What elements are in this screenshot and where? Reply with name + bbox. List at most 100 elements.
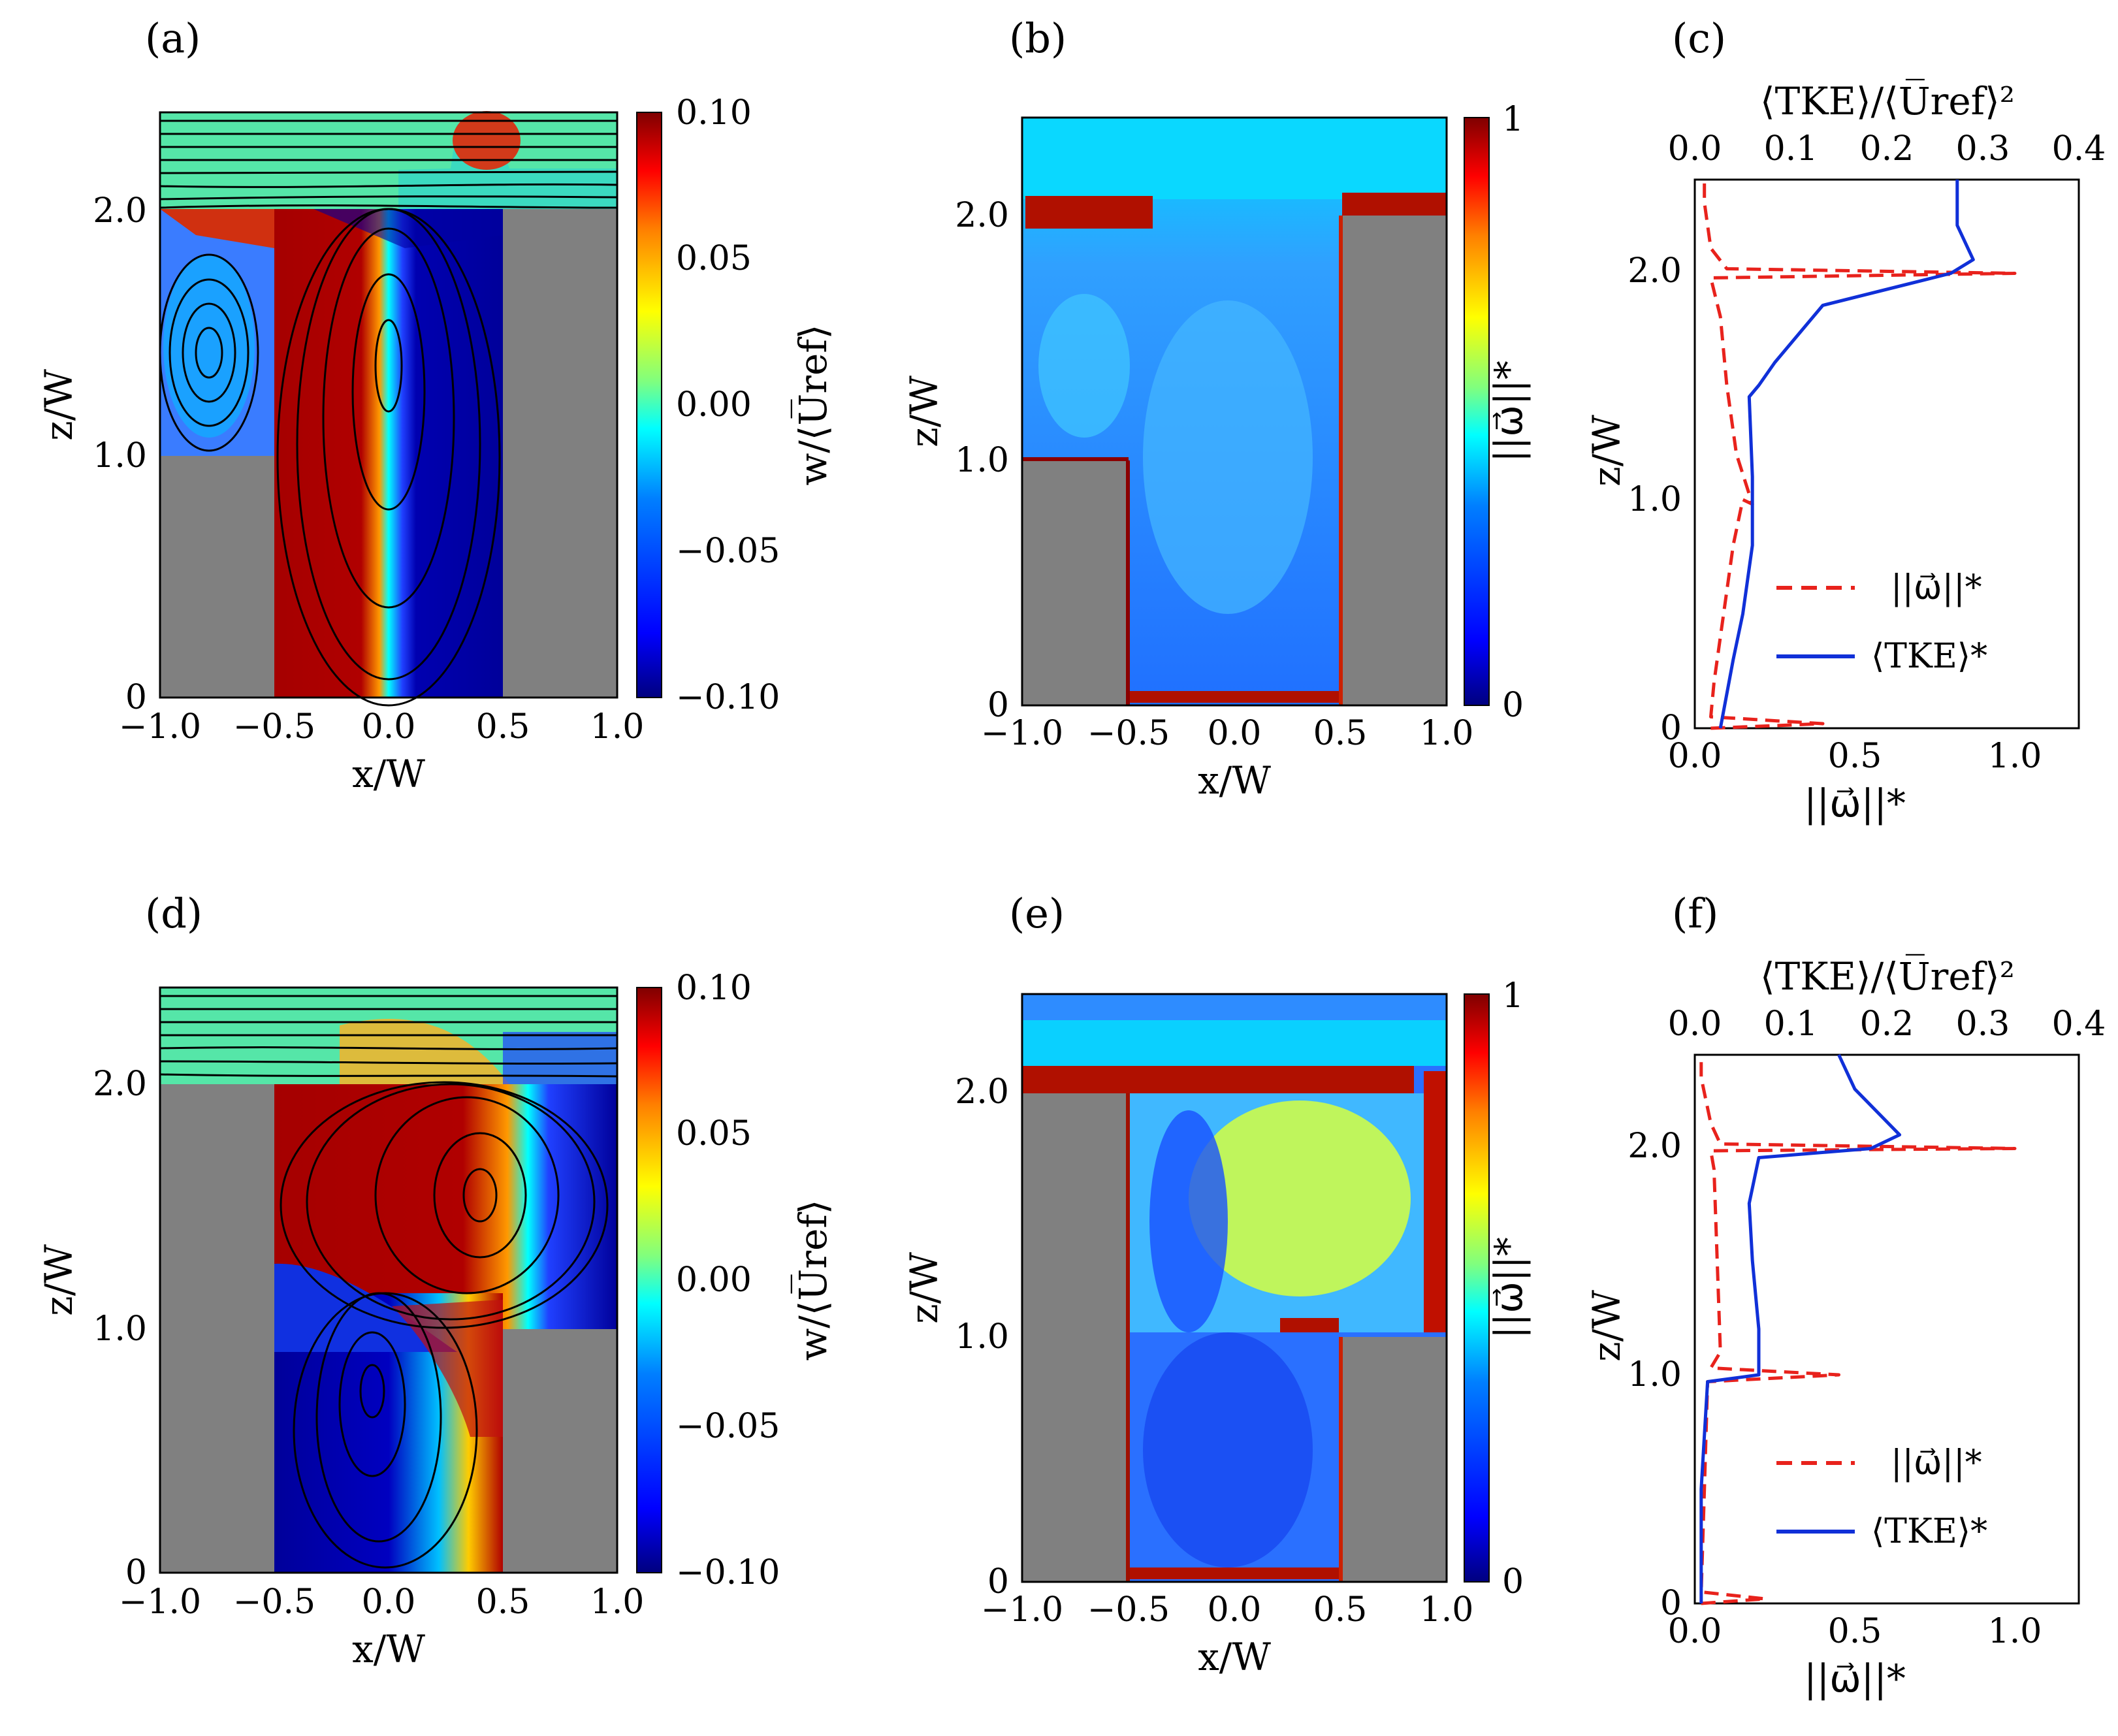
x-axis-label-d: x/W: [352, 1627, 425, 1671]
top-x-tick-label: 0.4: [2052, 1005, 2106, 1044]
top-x-ticks-f: 0.0 0.1 0.2 0.3 0.4: [1668, 1005, 2106, 1044]
y-tick-label: 0: [987, 1562, 1009, 1601]
top-x-tick-label: 0.4: [2052, 129, 2106, 169]
velocity-field-a: [160, 111, 617, 698]
panel-a: −1.0 −0.5 0.0 0.5 1.0 0 1.0 2.0 x/W z/W …: [37, 93, 835, 796]
panel-label-b: (b): [1009, 14, 1067, 62]
colorbar-tick: 0.00: [676, 385, 752, 425]
colorbar-label-a: w/⟨U̅ref⟩: [790, 325, 835, 486]
x-tick-label: 0.0: [1208, 1590, 1262, 1630]
building-downstream-b: [1340, 216, 1447, 705]
colorbar-tick: 0.05: [676, 239, 752, 278]
x-axis-label-f: ||ω⃗||*: [1804, 1656, 1906, 1701]
x-tick-label: −0.5: [1087, 1590, 1170, 1630]
panel-label-d: (d): [145, 890, 202, 937]
top-x-tick-label: 0.3: [1956, 1005, 2010, 1044]
building-downstream-d: [503, 1329, 617, 1573]
plot-frame-e: [1021, 993, 1448, 1583]
building-upstream-e: [1022, 1093, 1129, 1582]
y-tick-label: 1.0: [1628, 480, 1682, 519]
panel-f: 0.0 0.5 1.0 0.0 0.1 0.2 0.3 0.4 0 1.0 2.…: [1584, 953, 2106, 1701]
colorbar-label-d: w/⟨U̅ref⟩: [790, 1200, 835, 1361]
x-tick-label: 1.0: [1420, 1590, 1474, 1630]
x-tick-label: −1.0: [981, 714, 1063, 753]
x-tick-label: −1.0: [119, 1583, 201, 1622]
x-tick-label: 1.0: [590, 1583, 645, 1622]
top-x-tick-label: 0.2: [1860, 1005, 1914, 1044]
x-tick-label: 1.0: [1988, 737, 2042, 776]
buildings-e: [1022, 1093, 1447, 1582]
x-tick-label: −1.0: [981, 1590, 1063, 1630]
top-x-tick-label: 0.1: [1764, 1005, 1818, 1044]
colorbar-tick: 0: [1502, 1562, 1524, 1601]
top-x-tick-label: 0.1: [1764, 129, 1818, 169]
buildings-b: [1022, 216, 1447, 705]
x-tick-label: 0.5: [1313, 714, 1368, 753]
legend-label: ||ω⃗||*: [1891, 1443, 1982, 1483]
legend-label: ⟨TKE⟩*: [1871, 637, 1987, 676]
colorbar-tick: −0.10: [676, 1553, 780, 1592]
plot-frame-d: [159, 986, 618, 1574]
x-tick-label: 0.0: [362, 707, 416, 747]
top-x-ticks-c: 0.0 0.1 0.2 0.3 0.4: [1668, 129, 2106, 169]
y-tick-label: 0: [1660, 709, 1682, 748]
x-axis-label-e: x/W: [1198, 1635, 1271, 1679]
tke-profile-line: [1699, 1053, 1902, 1603]
colorbar-d: 0.10 0.05 0.00 −0.05 −0.10 w/⟨U̅ref⟩: [636, 969, 835, 1592]
tke-profile-line: [1718, 180, 1975, 729]
colorbar-tick: 0.10: [676, 93, 752, 133]
x-tick-label: 0.5: [1828, 1612, 1882, 1651]
colorbar-b: 1 0 ||ω⃗||*: [1464, 100, 1531, 725]
plot-frame-a: [159, 111, 618, 699]
y-tick-label: 2.0: [955, 1072, 1009, 1112]
colorbar-tick: 1: [1502, 100, 1524, 139]
panel-c: 0.0 0.5 1.0 0.0 0.1 0.2 0.3 0.4 0 1.0 2.…: [1584, 78, 2106, 826]
plot-frame-b: [1021, 116, 1448, 707]
colorbar-tick: 0.00: [676, 1261, 752, 1300]
building-upstream-d: [160, 1084, 274, 1573]
x-tick-label: 0.5: [1313, 1590, 1368, 1630]
y-axis-label-e: z/W: [902, 1252, 946, 1324]
colorbar-tick: 1: [1502, 976, 1524, 1016]
streamlines-a: [159, 120, 618, 707]
x-tick-label: 0.5: [476, 707, 530, 747]
x-ticks-e: −1.0 −0.5 0.0 0.5 1.0: [981, 1590, 1473, 1630]
legend-label: ||ω⃗||*: [1891, 568, 1982, 607]
plot-frame-c: [1693, 178, 2080, 730]
x-axis-label-b: x/W: [1198, 758, 1271, 803]
x-tick-label: −0.5: [233, 1583, 315, 1622]
y-axis-label-b: z/W: [902, 376, 946, 447]
x-axis-label-c: ||ω⃗||*: [1804, 781, 1906, 826]
colorbar-tick: 0: [1502, 686, 1524, 725]
x-ticks-c: 0.0 0.5 1.0: [1668, 737, 2042, 776]
top-x-tick-label: 0.0: [1668, 129, 1722, 169]
colorbar-tick: 0.05: [676, 1114, 752, 1153]
panel-e: −1.0 −0.5 0.0 0.5 1.0 0 1.0 2.0 x/W z/W …: [902, 976, 1531, 1679]
x-tick-label: −0.5: [233, 707, 315, 747]
colorbar-label-e: ||ω⃗||*: [1486, 1237, 1531, 1339]
profile-lines-f: [1699, 1053, 2017, 1605]
x-tick-label: 0.0: [1668, 1612, 1722, 1651]
legend-f: ||ω⃗||* ⟨TKE⟩*: [1776, 1443, 1987, 1551]
x-tick-label: 1.0: [1420, 714, 1474, 753]
building-downstream-a: [503, 209, 617, 698]
legend-label: ⟨TKE⟩*: [1871, 1512, 1987, 1551]
x-tick-label: 1.0: [1988, 1612, 2042, 1651]
y-tick-label: 0: [987, 686, 1009, 725]
x-tick-label: −1.0: [119, 707, 201, 747]
y-ticks-e: 0 1.0 2.0: [955, 1072, 1009, 1601]
y-ticks-b: 0 1.0 2.0: [955, 196, 1009, 725]
y-ticks-d: 0 1.0 2.0: [93, 1065, 147, 1592]
y-tick-label: 2.0: [955, 196, 1009, 235]
y-axis-label-f: z/W: [1584, 1290, 1629, 1362]
panel-b: −1.0 −0.5 0.0 0.5 1.0 0 1.0 2.0 x/W z/W …: [902, 100, 1531, 803]
x-tick-label: 0.5: [476, 1583, 530, 1622]
y-tick-label: 2.0: [93, 191, 147, 231]
panel-label-e: (e): [1009, 890, 1065, 937]
x-tick-label: 0.5: [1828, 737, 1882, 776]
x-tick-label: 0.0: [362, 1583, 416, 1622]
y-ticks-f: 0 1.0 2.0: [1628, 1127, 1682, 1623]
x-ticks-b: −1.0 −0.5 0.0 0.5 1.0: [981, 714, 1473, 753]
panel-label-a: (a): [145, 14, 201, 62]
